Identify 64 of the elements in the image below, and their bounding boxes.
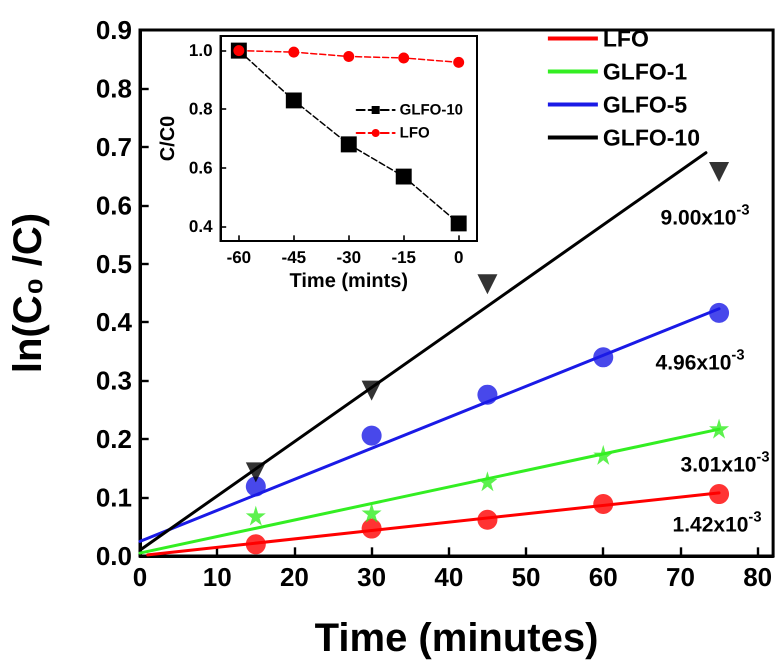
y-tick-label: 0.1 — [96, 482, 132, 513]
legend-label: LFO — [400, 124, 430, 142]
x-tick-label: 40 — [434, 562, 464, 592]
point — [340, 136, 357, 152]
x-tick-label: 60 — [588, 562, 618, 592]
y-tick-label: 0.8 — [188, 100, 213, 119]
y-tick-label: 0.7 — [96, 132, 132, 162]
y-tick-label: 0.9 — [96, 15, 132, 45]
x-tick-label: -30 — [336, 248, 362, 267]
y-axis-title: ln(C₀ /C) — [6, 212, 50, 374]
point — [362, 426, 382, 446]
point — [709, 162, 730, 182]
point — [398, 52, 410, 64]
x-axis-title: Time (minutes) — [314, 616, 598, 660]
point — [709, 418, 730, 439]
y-tick-label: 0.5 — [96, 248, 132, 279]
legend-label: GLFO-10 — [400, 102, 464, 118]
point — [709, 302, 730, 323]
point — [477, 510, 498, 530]
point — [362, 518, 382, 539]
point — [246, 534, 266, 554]
x-tick-label: 0 — [132, 562, 148, 592]
y-tick-label: 0.2 — [96, 424, 132, 454]
legend-label: GLFO-10 — [602, 124, 700, 150]
point — [477, 471, 498, 492]
point — [362, 502, 382, 523]
point — [593, 347, 614, 368]
y-tick-label: 0.0 — [96, 541, 132, 571]
x-tick-label: 10 — [202, 562, 232, 592]
point — [286, 92, 302, 108]
x-tick-label: 50 — [512, 562, 540, 592]
point — [450, 215, 467, 232]
x-tick-label: 20 — [280, 562, 309, 592]
y-tick-label: 0.4 — [188, 216, 214, 236]
point — [288, 46, 300, 58]
point — [593, 444, 614, 465]
y-tick-label: 0.6 — [96, 190, 132, 220]
x-tick-label: 30 — [357, 562, 386, 592]
point — [709, 484, 730, 504]
y-tick-label: 0.8 — [96, 73, 132, 104]
point — [343, 51, 354, 62]
point — [453, 56, 464, 68]
x-tick-label: -60 — [226, 248, 252, 267]
y-tick-label: 0.6 — [188, 158, 213, 178]
point — [246, 462, 266, 482]
y-tick-label: 0.4 — [96, 307, 133, 338]
legend-label: GLFO-5 — [602, 92, 688, 118]
x-tick-label: -45 — [282, 248, 306, 267]
y-tick-label: 1.0 — [188, 41, 213, 60]
x-axis-title: Time (mints) — [289, 270, 408, 292]
legend-label: GLFO-1 — [602, 58, 688, 84]
point — [477, 274, 498, 294]
point — [593, 494, 614, 514]
point — [362, 380, 382, 401]
point — [246, 506, 266, 526]
x-tick-label: 0 — [454, 248, 464, 267]
y-tick-label: 0.3 — [96, 366, 132, 396]
x-tick-label: -15 — [391, 248, 416, 267]
point — [477, 384, 498, 405]
y-axis-title: C/C0 — [157, 116, 179, 162]
x-tick-label: 70 — [666, 562, 695, 592]
x-tick-label: 80 — [743, 562, 772, 592]
point — [246, 476, 266, 496]
point — [396, 168, 412, 185]
